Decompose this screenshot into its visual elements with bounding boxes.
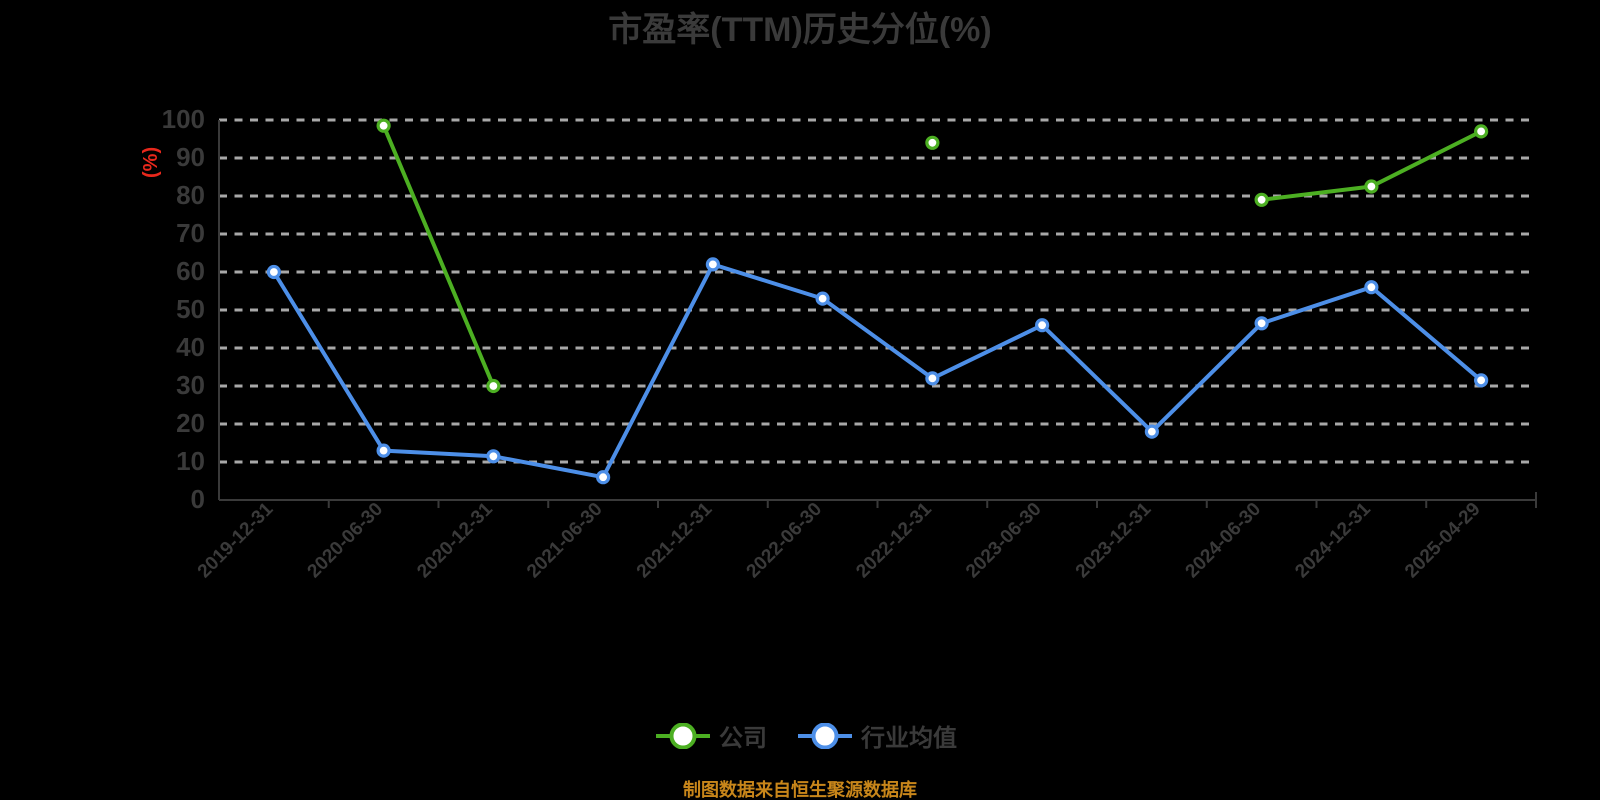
svg-text:2024-12-31: 2024-12-31 [1291, 498, 1375, 582]
svg-text:80: 80 [176, 180, 205, 210]
svg-text:30: 30 [176, 370, 205, 400]
svg-text:10: 10 [176, 446, 205, 476]
svg-text:20: 20 [176, 408, 205, 438]
svg-text:2020-12-31: 2020-12-31 [413, 498, 497, 582]
svg-text:0: 0 [191, 484, 205, 514]
svg-text:2022-06-30: 2022-06-30 [743, 499, 827, 583]
svg-text:50: 50 [176, 294, 205, 324]
svg-text:2021-12-31: 2021-12-31 [633, 498, 717, 582]
svg-text:60: 60 [176, 256, 205, 286]
svg-text:2020-06-30: 2020-06-30 [304, 499, 388, 583]
svg-text:90: 90 [176, 142, 205, 172]
svg-text:2023-12-31: 2023-12-31 [1072, 498, 1156, 582]
svg-text:40: 40 [176, 332, 205, 362]
svg-text:2024-06-30: 2024-06-30 [1182, 499, 1266, 583]
svg-text:2022-12-31: 2022-12-31 [852, 498, 936, 582]
svg-text:100: 100 [162, 104, 205, 134]
svg-text:2023-06-30: 2023-06-30 [962, 499, 1046, 583]
svg-text:2025-04-29: 2025-04-29 [1401, 499, 1485, 583]
svg-text:70: 70 [176, 218, 205, 248]
svg-text:2019-12-31: 2019-12-31 [194, 498, 278, 582]
svg-text:2021-06-30: 2021-06-30 [523, 499, 607, 583]
